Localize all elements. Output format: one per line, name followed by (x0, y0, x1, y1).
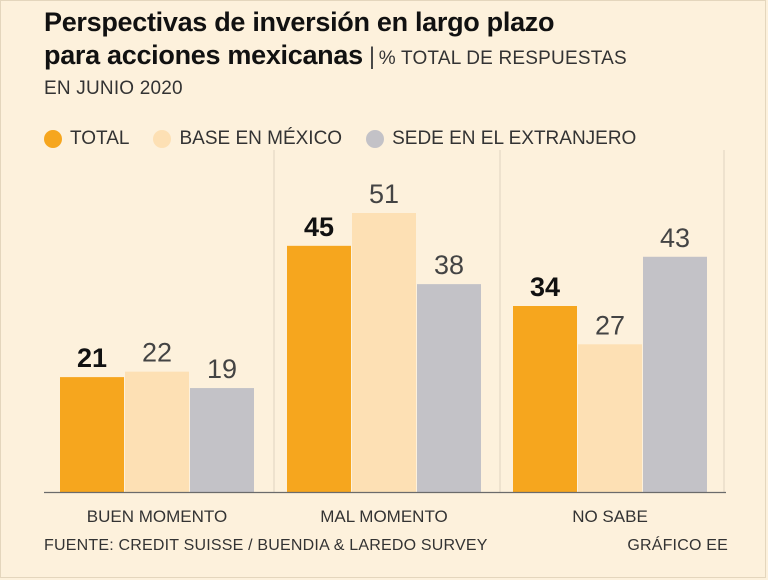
legend-swatch-base-mexico (153, 130, 172, 148)
bar-buen-momento-base-en-mexico (125, 371, 189, 492)
data-label-no-sabe-total: 34 (530, 272, 560, 302)
legend: TOTAL BASE EN MÉXICO SEDE EN EL EXTRANJE… (44, 126, 660, 152)
data-label-buen-momento-total: 21 (77, 343, 107, 373)
source-note: FUENTE: CREDIT SUISSE / BUENDIA & LAREDO… (44, 537, 488, 554)
legend-label-total: TOTAL (70, 128, 130, 149)
bar-buen-momento-sede-en-el-extranjero (190, 388, 254, 492)
category-label-buen-momento: BUEN MOMENTO (87, 507, 227, 526)
title-line-2-text: para acciones mexicanas (44, 40, 363, 70)
category-label-no-sabe: NO SABE (572, 507, 648, 526)
data-label-buen-momento-base-en-mexico: 22 (142, 338, 172, 368)
bar-buen-momento-total (60, 377, 124, 492)
legend-swatch-total (44, 130, 62, 148)
data-label-no-sabe-sede-en-el-extranjero: 43 (660, 223, 690, 253)
bar-mal-momento-base-en-mexico (352, 213, 416, 492)
legend-item-total: TOTAL (44, 128, 129, 150)
data-label-mal-momento-sede-en-el-extranjero: 38 (434, 250, 464, 280)
bar-no-sabe-base-en-mexico (578, 344, 642, 492)
title-line-2: para acciones mexicanas |% TOTAL DE RESPU… (44, 39, 744, 75)
data-label-mal-momento-base-en-mexico: 51 (369, 179, 399, 209)
graphic-credit: GRÁFICO EE (627, 537, 728, 554)
category-label-mal-momento: MAL MOMENTO (320, 507, 448, 526)
chart-title: Perspectivas de inversión en largo plazo… (44, 6, 744, 75)
chart-subtitle-part1: % TOTAL DE RESPUESTAS (378, 48, 627, 69)
bar-mal-momento-sede-en-el-extranjero (417, 284, 481, 492)
legend-label-base-mexico: BASE EN MÉXICO (179, 128, 343, 149)
data-label-no-sabe-base-en-mexico: 27 (595, 310, 625, 340)
legend-swatch-sede-extranjero (366, 130, 385, 148)
bar-mal-momento-total (287, 245, 351, 492)
data-label-mal-momento-total: 45 (304, 212, 334, 242)
bar-no-sabe-total (513, 306, 577, 492)
legend-label-sede-extranjero: SEDE EN EL EXTRANJERO (392, 128, 637, 149)
data-label-buen-momento-sede-en-el-extranjero: 19 (207, 354, 237, 384)
title-line-1: Perspectivas de inversión en largo plazo (44, 7, 555, 37)
legend-item-sede-extranjero: SEDE EN EL EXTRANJERO (366, 128, 636, 150)
legend-item-base-mexico: BASE EN MÉXICO (153, 128, 342, 150)
bar-no-sabe-sede-en-el-extranjero (643, 256, 707, 492)
chart-subtitle-part2: EN JUNIO 2020 (44, 78, 183, 99)
title-separator: | (368, 43, 375, 70)
